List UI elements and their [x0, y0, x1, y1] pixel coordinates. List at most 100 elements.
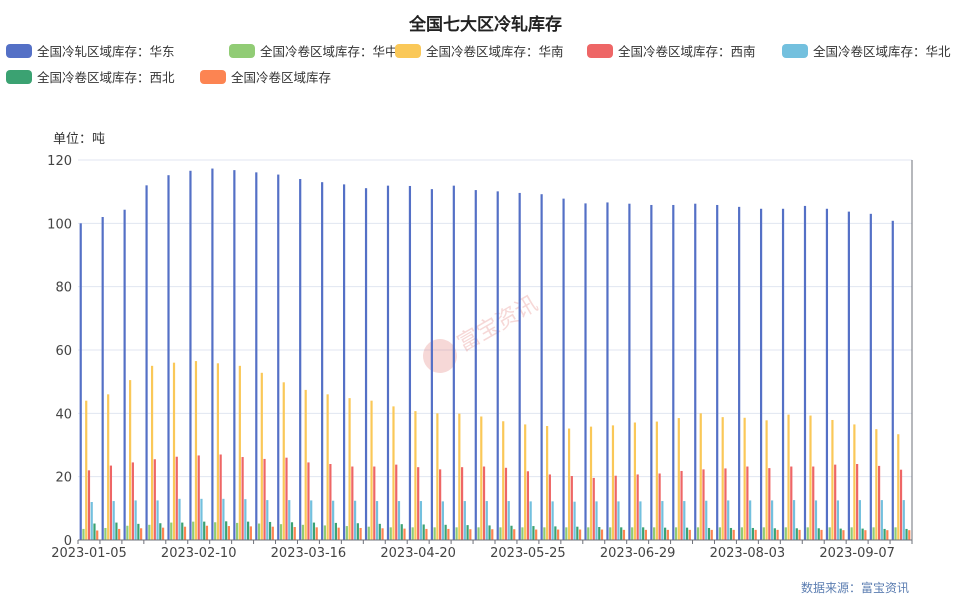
bar [219, 454, 222, 540]
y-tick-label: 40 [55, 407, 72, 422]
bar [548, 474, 551, 540]
bar [504, 467, 508, 540]
bar [749, 500, 752, 540]
bar [268, 521, 272, 540]
bar [332, 500, 335, 540]
bar [620, 527, 623, 540]
legend-swatch [587, 43, 613, 58]
bar [460, 467, 464, 540]
legend-item[interactable]: 全国冷卷区域库存：西南 [587, 41, 756, 60]
bar [312, 522, 316, 540]
bar [817, 528, 820, 540]
bar [795, 528, 798, 540]
legend-item[interactable]: 全国冷卷区域库存：华北 [782, 41, 951, 60]
bar [502, 421, 505, 540]
bar [277, 174, 280, 540]
bar [831, 419, 834, 540]
bar [710, 529, 713, 540]
bar [740, 527, 743, 540]
x-tick-label: 2023-09-07 [819, 546, 895, 561]
bar [631, 527, 634, 540]
legend-item[interactable]: 全国冷卷区域库存：华南 [395, 41, 564, 60]
bar [469, 529, 472, 540]
bar [458, 413, 461, 540]
bar [600, 529, 604, 540]
bar [540, 194, 543, 540]
bar [567, 428, 571, 540]
bar [806, 527, 809, 540]
bar [491, 529, 494, 540]
bar [562, 198, 565, 540]
bar [639, 501, 642, 540]
bar [367, 526, 370, 540]
bar [214, 522, 217, 540]
bar [249, 526, 252, 540]
bar [104, 527, 107, 540]
bar [883, 528, 886, 540]
bar [513, 529, 516, 540]
bar [109, 465, 113, 540]
bar [263, 458, 266, 540]
legend-item[interactable]: 全国冷卷区域库存 [200, 67, 331, 86]
bar [526, 471, 530, 540]
bar [864, 530, 867, 540]
bar [790, 466, 793, 540]
bar [875, 429, 878, 540]
legend-item[interactable]: 全国冷轧区域库存：华东 [6, 41, 175, 60]
bar [153, 459, 156, 540]
bar [85, 400, 88, 540]
bar [702, 469, 705, 540]
bar [326, 394, 329, 540]
bar [87, 470, 91, 540]
legend-item[interactable]: 全国冷卷区域库存：西北 [6, 67, 175, 86]
bar [589, 426, 593, 540]
bar [908, 530, 911, 540]
bar [724, 468, 727, 540]
bar [694, 203, 697, 540]
bar [348, 398, 351, 540]
bar [211, 168, 214, 541]
bar [751, 527, 754, 540]
bar [310, 500, 313, 540]
bar [828, 527, 831, 540]
bar [178, 498, 181, 540]
bar [452, 185, 455, 540]
bar [145, 185, 148, 540]
bar [524, 424, 527, 540]
bar [721, 417, 724, 540]
bar [820, 529, 823, 540]
bar [236, 522, 239, 540]
bar [653, 527, 656, 540]
bar [342, 184, 346, 540]
bar [727, 500, 730, 540]
bar [375, 501, 379, 540]
bar [414, 411, 417, 540]
bar [683, 501, 686, 540]
bar [79, 223, 82, 540]
watermark: 富宝资讯 [422, 291, 542, 373]
bar [266, 500, 269, 540]
bar [886, 530, 889, 540]
bar [373, 466, 376, 540]
x-tick-label: 2023-03-16 [271, 546, 347, 561]
bar [573, 501, 576, 540]
bar [285, 457, 288, 540]
bar [606, 202, 609, 540]
bar [189, 170, 192, 540]
y-tick-label: 0 [64, 534, 72, 549]
legend-label: 全国冷卷区域库存：华中 [260, 44, 398, 59]
bar [386, 185, 390, 540]
legend-swatch [200, 69, 226, 84]
x-tick-label: 2023-08-03 [710, 546, 786, 561]
bar [543, 527, 546, 540]
x-tick-label: 2023-05-25 [490, 546, 566, 561]
bar [129, 380, 132, 540]
bar [754, 529, 757, 540]
legend-item[interactable]: 全国冷卷区域库存：华中 [229, 41, 398, 60]
bar [880, 500, 883, 540]
bar [321, 182, 324, 541]
bar [587, 527, 590, 540]
bar [759, 208, 763, 540]
bar [546, 426, 549, 540]
bar [131, 462, 134, 540]
